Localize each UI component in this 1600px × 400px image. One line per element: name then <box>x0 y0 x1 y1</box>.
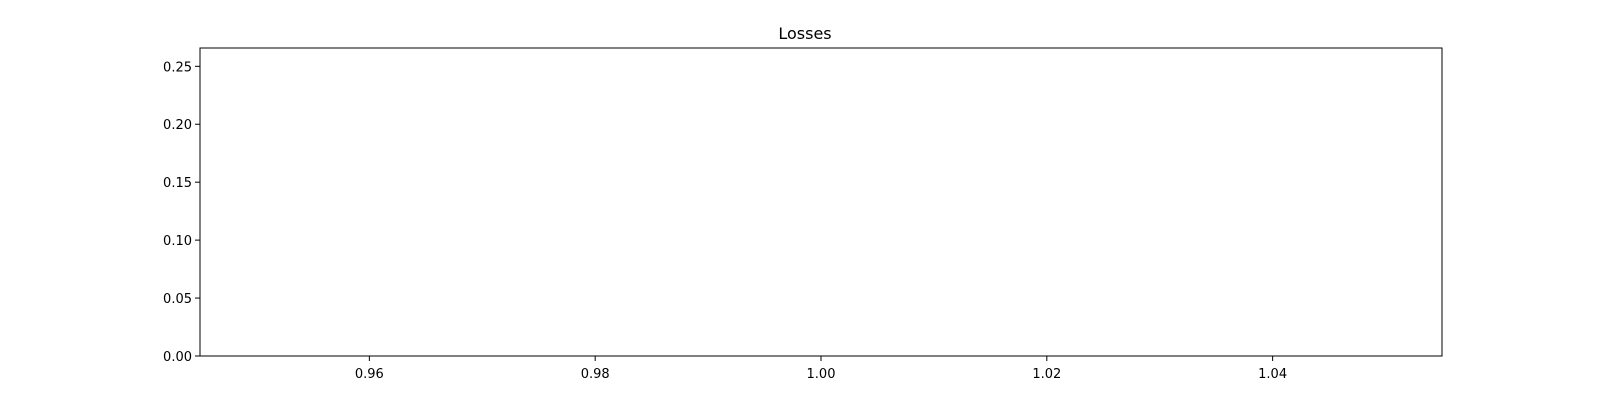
x-axis: 0.96 0.98 1.00 1.02 1.04 <box>355 356 1287 382</box>
x-tick-label: 0.98 <box>581 367 610 382</box>
x-tick-label: 0.96 <box>355 367 384 382</box>
y-tick-label: 0.25 <box>163 60 192 75</box>
x-tick-label: 1.00 <box>807 367 836 382</box>
y-tick-label: 0.15 <box>163 176 192 191</box>
plot-area-frame <box>199 47 1443 357</box>
y-tick-label: 0.20 <box>163 118 192 133</box>
y-axis: 0.00 0.05 0.10 0.15 0.20 0.25 <box>163 60 200 365</box>
y-tick-label: 0.00 <box>163 350 192 365</box>
y-tick-label: 0.05 <box>163 292 192 307</box>
y-tick-label: 0.10 <box>163 234 192 249</box>
x-tick-label: 1.02 <box>1032 367 1061 382</box>
chart-title: Losses <box>778 24 831 43</box>
x-tick-label: 1.04 <box>1258 367 1287 382</box>
